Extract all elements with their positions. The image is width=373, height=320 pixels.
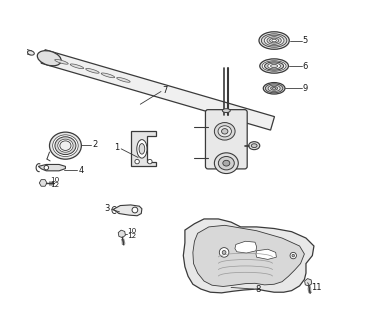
Ellipse shape — [267, 37, 281, 44]
Ellipse shape — [222, 109, 230, 113]
Text: 11: 11 — [311, 283, 322, 292]
Text: 8: 8 — [255, 285, 260, 294]
Ellipse shape — [268, 63, 280, 69]
Text: 1: 1 — [115, 143, 120, 152]
Text: 10: 10 — [128, 228, 137, 234]
Ellipse shape — [60, 141, 71, 150]
Ellipse shape — [265, 84, 283, 93]
Text: 6: 6 — [303, 61, 308, 70]
Text: 5: 5 — [303, 36, 308, 45]
Ellipse shape — [260, 59, 288, 73]
Ellipse shape — [262, 61, 286, 71]
Polygon shape — [305, 279, 312, 286]
Ellipse shape — [58, 139, 73, 152]
Circle shape — [44, 165, 48, 170]
Polygon shape — [39, 180, 47, 186]
Circle shape — [135, 159, 140, 164]
Ellipse shape — [222, 129, 228, 134]
Ellipse shape — [214, 153, 238, 173]
Text: 2: 2 — [93, 140, 98, 149]
Polygon shape — [41, 50, 275, 130]
Ellipse shape — [37, 51, 61, 66]
Polygon shape — [183, 219, 314, 293]
Text: 12: 12 — [128, 234, 137, 239]
Text: 4: 4 — [78, 166, 84, 175]
Text: 12: 12 — [50, 182, 59, 188]
Ellipse shape — [271, 64, 278, 68]
Ellipse shape — [263, 83, 285, 94]
Polygon shape — [113, 205, 142, 216]
Text: 7: 7 — [163, 86, 168, 95]
FancyBboxPatch shape — [206, 110, 247, 169]
Text: 10: 10 — [50, 177, 59, 183]
Ellipse shape — [117, 77, 130, 82]
Ellipse shape — [259, 32, 289, 49]
Text: 3: 3 — [105, 204, 110, 213]
Ellipse shape — [55, 60, 68, 64]
Ellipse shape — [214, 123, 235, 140]
Ellipse shape — [53, 135, 78, 156]
Ellipse shape — [271, 86, 278, 90]
Ellipse shape — [86, 68, 99, 73]
Polygon shape — [235, 241, 257, 253]
Polygon shape — [131, 131, 156, 166]
Circle shape — [219, 248, 229, 257]
Circle shape — [222, 251, 226, 254]
Polygon shape — [193, 225, 304, 286]
Ellipse shape — [223, 160, 230, 166]
Ellipse shape — [261, 34, 287, 47]
Circle shape — [290, 252, 297, 259]
Polygon shape — [118, 230, 125, 238]
Ellipse shape — [270, 38, 279, 43]
Circle shape — [148, 159, 152, 164]
Ellipse shape — [272, 39, 276, 42]
Ellipse shape — [251, 144, 257, 148]
Text: 9: 9 — [303, 84, 308, 93]
Ellipse shape — [55, 137, 76, 155]
Ellipse shape — [139, 144, 145, 154]
Circle shape — [292, 254, 295, 257]
Ellipse shape — [268, 85, 280, 92]
Ellipse shape — [264, 35, 284, 46]
Ellipse shape — [28, 51, 34, 55]
Circle shape — [132, 207, 138, 213]
Ellipse shape — [249, 142, 260, 150]
Ellipse shape — [218, 126, 231, 137]
Ellipse shape — [101, 73, 115, 78]
Ellipse shape — [264, 62, 284, 70]
Ellipse shape — [70, 64, 84, 69]
Polygon shape — [256, 249, 276, 260]
Ellipse shape — [50, 132, 81, 159]
Ellipse shape — [273, 87, 276, 89]
Ellipse shape — [137, 140, 147, 158]
Polygon shape — [38, 164, 65, 171]
Ellipse shape — [218, 156, 234, 170]
